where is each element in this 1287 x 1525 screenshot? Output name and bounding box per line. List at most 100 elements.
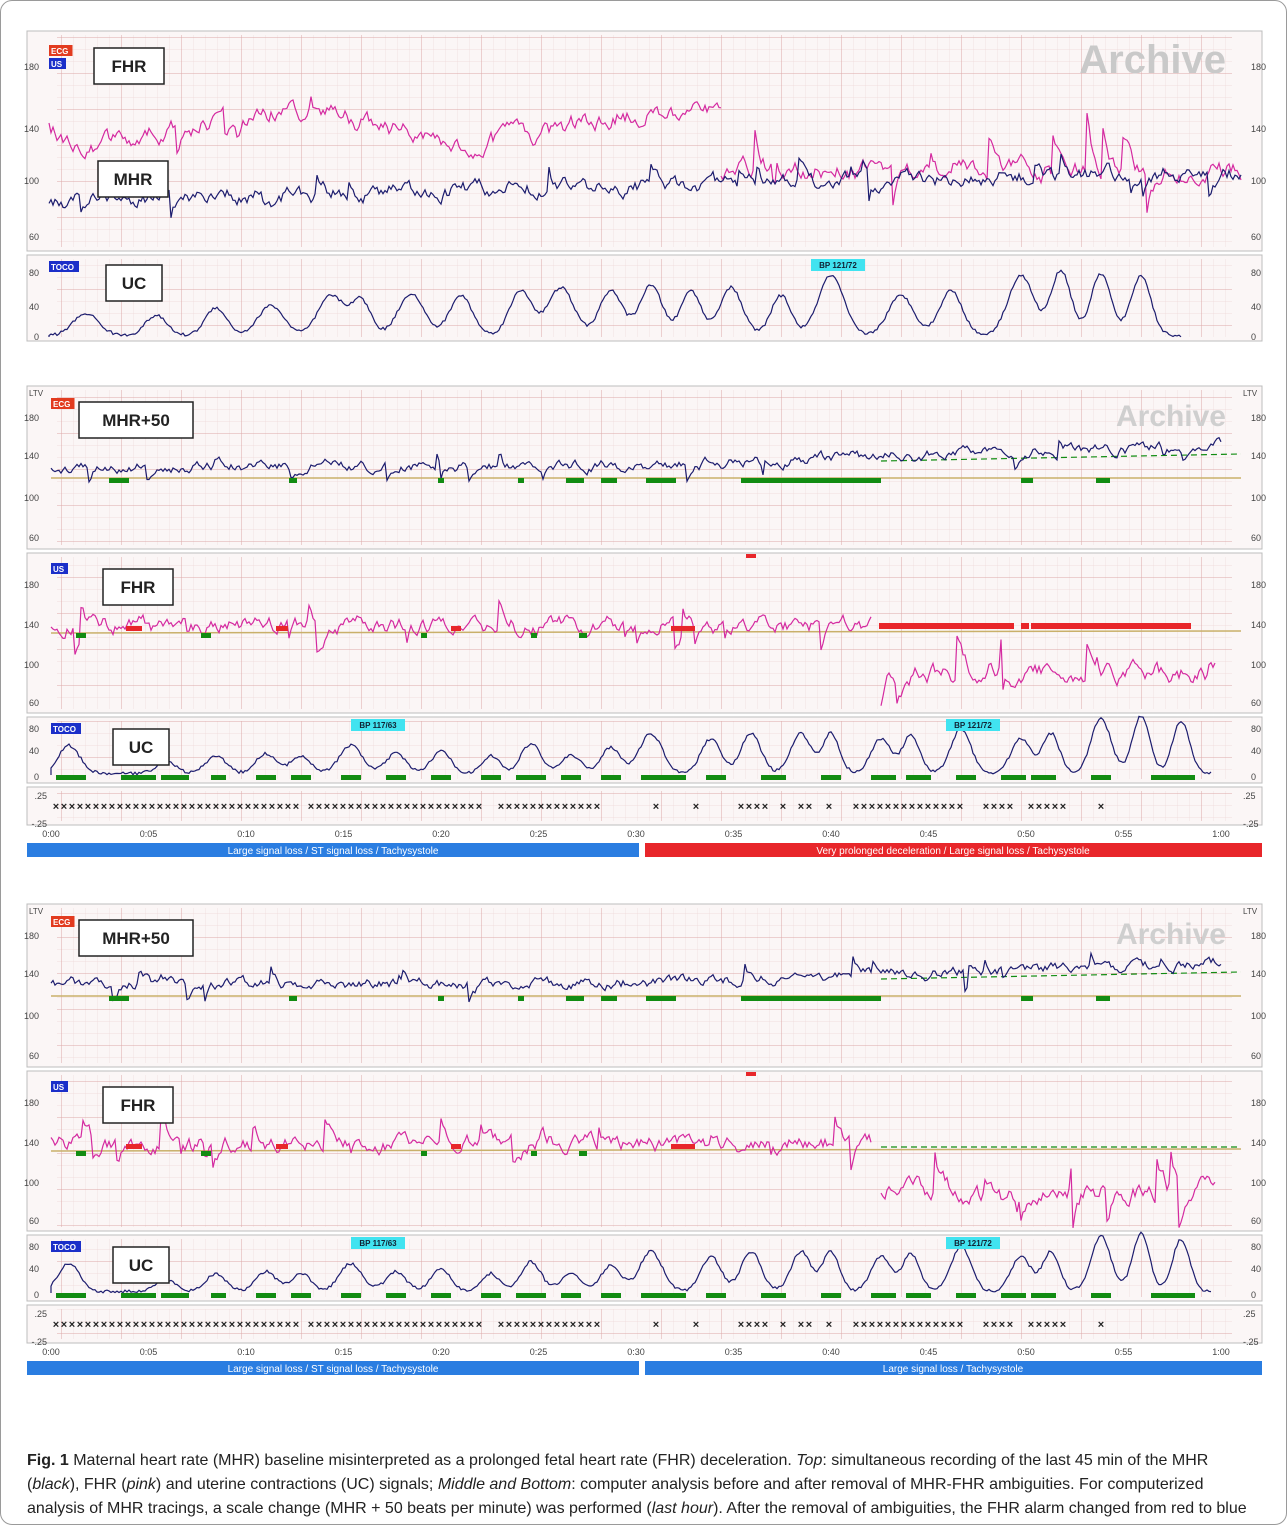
fig2-bp-tag-1-bg: [351, 719, 405, 731]
fig2-st-panel-grid: [57, 791, 1232, 821]
fig3-st-mark-82: ×: [901, 1319, 907, 1331]
fig3-uc-marker-0: [56, 1293, 86, 1298]
fig3-fhr-accel-3: [531, 1151, 537, 1156]
caption-text-3: ), FHR (: [69, 1476, 127, 1493]
caption-middle-bottom: Middle and Bottom: [437, 1476, 572, 1493]
fig3-st-mark-7: ×: [109, 1319, 115, 1331]
fig3-time-tick-11: 0:55: [1115, 1347, 1133, 1357]
fig3-fhr-accel-0: [76, 1151, 86, 1156]
fig3-uc-marker-12: [601, 1293, 621, 1298]
fig2-fhr-baseline: [50, 630, 1242, 634]
fig2-mhr-dashed: [880, 453, 1242, 462]
fig2-st-mark-14: ×: [165, 801, 171, 813]
fig2-st-mark-94: ×: [1028, 801, 1034, 813]
fig3-label-fhr-box: [102, 1086, 174, 1124]
fig3-st-mark-88: ×: [949, 1319, 955, 1331]
fig2-time-tick-9: 0:45: [920, 829, 938, 839]
fig3-st-mark-55: ×: [514, 1319, 520, 1331]
fig2-st-mark-47: ×: [436, 801, 442, 813]
fig3-mhr-tick-right-1: 140: [1251, 969, 1266, 979]
fig3-fhr-accel-2: [421, 1151, 427, 1156]
fig1-fhr-trace: [48, 96, 722, 160]
fig1-uc-tick-left-2: 0: [34, 332, 39, 342]
fig3-mhr-accel-7: [741, 996, 841, 1001]
fig1-hr-tick-left-3: 60: [29, 232, 39, 242]
fig3-st-mark-34: ×: [332, 1319, 338, 1331]
fig2-uc-marker-17: [871, 775, 896, 780]
fig3-st-mark-38: ×: [364, 1319, 370, 1331]
fig1-fhr-trace-late: [720, 113, 1242, 213]
fig3-time-tick-0: 0:00: [42, 1347, 60, 1357]
fig2-st-mark-30: ×: [293, 801, 299, 813]
fig2-st-mark-91: ×: [991, 801, 997, 813]
fig2-time-tick-3: 0:15: [335, 829, 353, 839]
fig3-mhr-accel-1: [289, 996, 297, 1001]
fig3-st-mark-59: ×: [546, 1319, 552, 1331]
fig2-uc-marker-1: [121, 775, 156, 780]
fig2-st-mark-6: ×: [101, 801, 107, 813]
fig2-st-mark-98: ×: [1060, 801, 1066, 813]
caption-text-6: ). After the removal of ambiguities, the…: [713, 1500, 1247, 1517]
fig2-uc-marker-20: [1001, 775, 1026, 780]
fig2-bp-tag-2: BP 121/72: [954, 721, 992, 730]
fig3-st-tick-bottom-left: -.25: [31, 1337, 47, 1347]
fig3-st-mark-84: ×: [917, 1319, 923, 1331]
fig1-hr-tick-right-2: 100: [1251, 176, 1266, 186]
fig1-hr-panel-grid: [57, 35, 1232, 247]
ctg-figure: 180 180 140 140 100 100 60 60 Archive ECG US FHR MHR…: [24, 30, 1266, 1375]
fig2-fhr-alarm-2: [1031, 623, 1191, 629]
fig3-uc-marker-15: [761, 1293, 786, 1298]
fig3-uc-marker-13: [641, 1293, 686, 1298]
fig3-ltv-right: LTV: [1243, 907, 1258, 916]
fig2-uc-marker-9: [481, 775, 501, 780]
caption-pink: pink: [126, 1476, 156, 1493]
fig2-st-mark-16: ×: [181, 801, 187, 813]
fig3-st-mark-74: ×: [806, 1319, 812, 1331]
fig3-toco-badge-bg: [51, 1241, 81, 1252]
fig2-time-tick-1: 0:05: [140, 829, 158, 839]
fig2-st-mark-66: ×: [653, 801, 659, 813]
fig2-label-mhr: MHR+50: [102, 411, 170, 430]
fig2-st-mark-0: ×: [53, 801, 59, 813]
fig3-st-mark-6: ×: [101, 1319, 107, 1331]
fig3-st-mark-27: ×: [269, 1319, 275, 1331]
fig1-uc-tick-left-1: 40: [29, 302, 39, 312]
fig2-fhr-tick-left-0: 180: [24, 580, 39, 590]
fig1-bp-tag-bg: [811, 259, 865, 271]
caption-last-hour: last hour: [651, 1500, 714, 1517]
fig3-st-mark-68: ×: [738, 1319, 744, 1331]
fig2-time-tick-2: 0:10: [237, 829, 255, 839]
fig3-mhr-panel-grid: [57, 908, 1232, 1063]
fig2-st-tick-top-left: .25: [34, 791, 47, 801]
fig3-uc-marker-4: [256, 1293, 276, 1298]
caption-text-5: : computer analysis before and after rem…: [27, 1476, 1204, 1517]
fig3-fhr-tick-left-3: 60: [29, 1216, 39, 1226]
fig1-archive-watermark: Archive: [1079, 38, 1226, 82]
fig2-fhr-decel-2: [451, 626, 461, 631]
fig3-uc-marker-5: [291, 1293, 311, 1298]
caption-text-4: ) and uterine contractions (UC) signals;: [155, 1476, 438, 1493]
fig2-label-uc-box: [112, 728, 170, 766]
fig2-mhr-accel-0: [109, 478, 129, 483]
fig1-uc-panel-grid: [57, 259, 1232, 337]
fig3-mhr-accel-3: [518, 996, 524, 1001]
fig3-mhr-dashed: [880, 971, 1242, 980]
fig2-st-mark-44: ×: [412, 801, 418, 813]
fig2-mhr-tick-left-0: 180: [24, 413, 39, 423]
fig2-st-mark-15: ×: [173, 801, 179, 813]
fig2-st-mark-29: ×: [285, 801, 291, 813]
fig2-st-mark-33: ×: [324, 801, 330, 813]
fig3-st-mark-72: ×: [780, 1319, 786, 1331]
fig2-st-tick-bottom-left: -.25: [31, 819, 47, 829]
fig2-st-mark-63: ×: [578, 801, 584, 813]
fig2-uc-tick-left-0: 80: [29, 724, 39, 734]
fig3-st-mark-21: ×: [221, 1319, 227, 1331]
fig3-st-mark-53: ×: [498, 1319, 504, 1331]
fig2-st-mark-90: ×: [983, 801, 989, 813]
fig3-st-tick-top-right: .25: [1243, 1309, 1256, 1319]
fig2-fhr-red-top: [746, 554, 756, 558]
fig2-st-mark-20: ×: [213, 801, 219, 813]
fig3-fhr-accel-4: [579, 1151, 587, 1156]
fig2-toco-badge-bg: [51, 723, 81, 734]
fig3-st-mark-64: ×: [586, 1319, 592, 1331]
